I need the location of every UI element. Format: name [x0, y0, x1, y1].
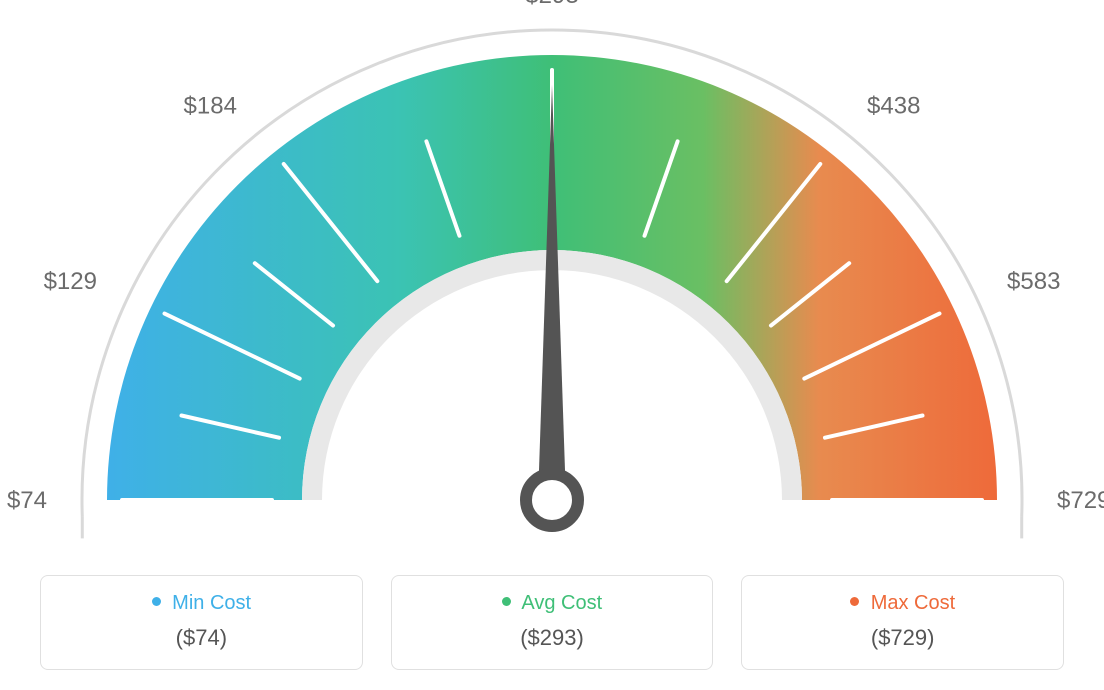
gauge-chart-container: $74 $129 $184 $293 $438 $583 $729 Min Cost ($7…: [0, 0, 1104, 690]
gauge-hub: [526, 474, 578, 526]
legend-value-avg: ($293): [400, 625, 705, 651]
dot-icon-avg: [502, 597, 511, 606]
gauge-tick-label: $184: [184, 92, 237, 119]
gauge-tick-label: $729: [1057, 487, 1104, 514]
legend-title-min-label: Min Cost: [172, 592, 251, 614]
legend-title-avg: Avg Cost: [400, 592, 705, 615]
dot-icon-min: [152, 597, 161, 606]
legend-title-max-label: Max Cost: [871, 592, 955, 614]
gauge-tick-label: $293: [525, 0, 578, 9]
legend-card-max: Max Cost ($729): [741, 575, 1064, 670]
legend-value-min: ($74): [49, 625, 354, 651]
gauge-tick-label: $583: [1007, 268, 1060, 295]
legend-value-max: ($729): [750, 625, 1055, 651]
dot-icon-max: [850, 597, 859, 606]
gauge-tick-label: $74: [7, 487, 47, 514]
legend-row: Min Cost ($74) Avg Cost ($293) Max Cost …: [40, 575, 1064, 670]
legend-title-avg-label: Avg Cost: [521, 592, 602, 614]
gauge-svg: $74 $129 $184 $293 $438 $583 $729: [0, 0, 1104, 560]
gauge-tick-label: $438: [867, 92, 920, 119]
legend-card-min: Min Cost ($74): [40, 575, 363, 670]
legend-card-avg: Avg Cost ($293): [391, 575, 714, 670]
gauge-tick-label: $129: [44, 268, 97, 295]
legend-title-min: Min Cost: [49, 592, 354, 615]
legend-title-max: Max Cost: [750, 592, 1055, 615]
